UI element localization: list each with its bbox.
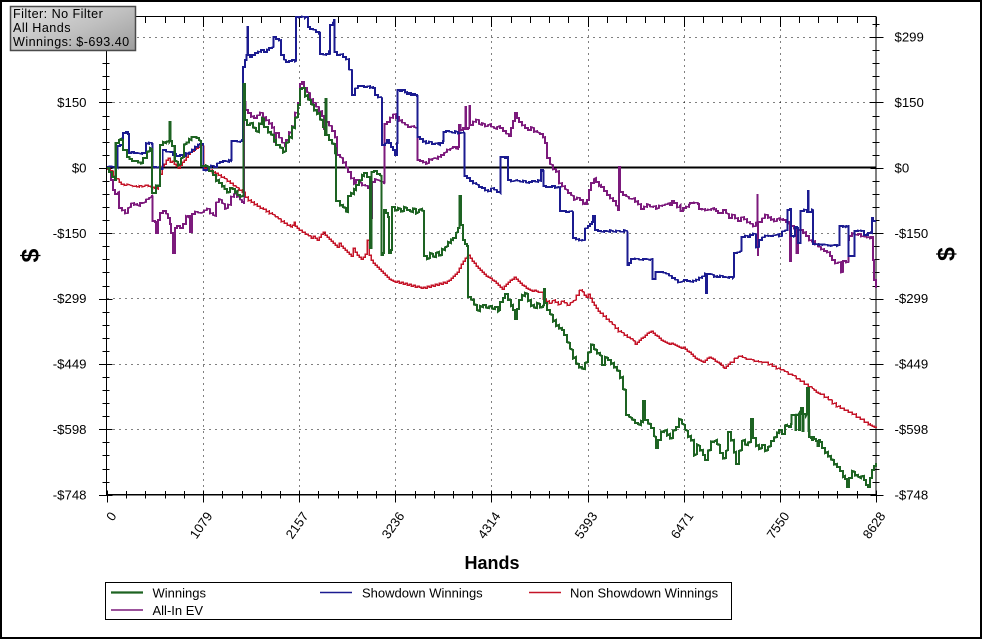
svg-text:Winnings: $-693.40: Winnings: $-693.40 bbox=[13, 35, 130, 49]
svg-text:-$449: -$449 bbox=[53, 357, 87, 372]
svg-text:$: $ bbox=[17, 248, 45, 262]
svg-text:Hands: Hands bbox=[464, 553, 519, 573]
svg-text:$0: $0 bbox=[895, 160, 910, 175]
svg-text:Showdown Winnings: Showdown Winnings bbox=[362, 586, 483, 601]
svg-text:$150: $150 bbox=[895, 95, 924, 110]
svg-text:-$598: -$598 bbox=[895, 422, 929, 437]
svg-text:-$598: -$598 bbox=[53, 422, 87, 437]
svg-text:Winnings: Winnings bbox=[153, 586, 207, 601]
svg-text:-$150: -$150 bbox=[895, 226, 929, 241]
svg-text:$: $ bbox=[933, 247, 961, 261]
svg-text:-$449: -$449 bbox=[895, 357, 929, 372]
svg-text:-$748: -$748 bbox=[53, 487, 87, 502]
svg-text:$299: $299 bbox=[895, 30, 924, 45]
svg-text:All-In EV: All-In EV bbox=[153, 603, 204, 618]
svg-text:Filter: No Filter: Filter: No Filter bbox=[13, 7, 103, 21]
svg-text:-$150: -$150 bbox=[53, 226, 87, 241]
svg-text:$0: $0 bbox=[72, 160, 87, 175]
svg-text:Non Showdown Winnings: Non Showdown Winnings bbox=[570, 586, 719, 601]
svg-text:All Hands: All Hands bbox=[13, 21, 71, 35]
svg-text:-$299: -$299 bbox=[53, 291, 87, 306]
svg-text:-$299: -$299 bbox=[895, 291, 929, 306]
svg-text:-$748: -$748 bbox=[895, 487, 929, 502]
svg-text:$150: $150 bbox=[57, 95, 86, 110]
